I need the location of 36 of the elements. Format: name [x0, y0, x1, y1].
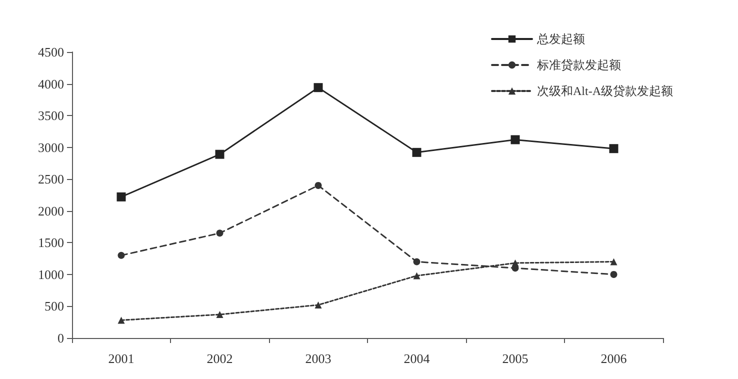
- point: [610, 258, 618, 266]
- y-tick-label: 1500: [38, 235, 64, 250]
- x-tick-label: 2004: [404, 351, 430, 366]
- point: [118, 252, 125, 259]
- x-tick-label: 2006: [600, 351, 628, 366]
- y-tick-label: 3000: [38, 140, 64, 155]
- legend-label: 标准贷款发起额: [536, 58, 622, 72]
- y-tick-label: 3500: [38, 108, 64, 124]
- y-tick-label: 2000: [38, 203, 64, 218]
- point: [512, 260, 519, 267]
- point: [413, 258, 420, 266]
- y-tick-label: 4500: [38, 44, 64, 60]
- point: [510, 135, 520, 144]
- point: [216, 310, 224, 318]
- legend-label: 总发起额: [536, 32, 586, 46]
- point: [314, 301, 322, 308]
- y-tick-label: 1000: [38, 266, 64, 282]
- y-tick-label: 500: [44, 298, 64, 314]
- x-tick-label: 2001: [108, 351, 134, 366]
- point: [116, 192, 126, 202]
- point: [216, 230, 224, 237]
- point: [412, 148, 422, 157]
- x-tick-label: 2003: [305, 351, 332, 366]
- point: [118, 316, 125, 324]
- point: [609, 144, 618, 154]
- point: [610, 270, 618, 278]
- point: [314, 182, 322, 189]
- y-tick-label: 0: [58, 330, 64, 346]
- y-tick-label: 2500: [38, 172, 64, 187]
- point: [215, 150, 224, 159]
- x-tick-label: 2002: [206, 351, 233, 366]
- x-tick-label: 2005: [502, 351, 528, 366]
- y-tick-label: 4000: [38, 76, 64, 92]
- legend-label: 次级和Alt-A级贷款发起额: [537, 84, 674, 98]
- point: [413, 272, 420, 280]
- point: [314, 83, 323, 92]
